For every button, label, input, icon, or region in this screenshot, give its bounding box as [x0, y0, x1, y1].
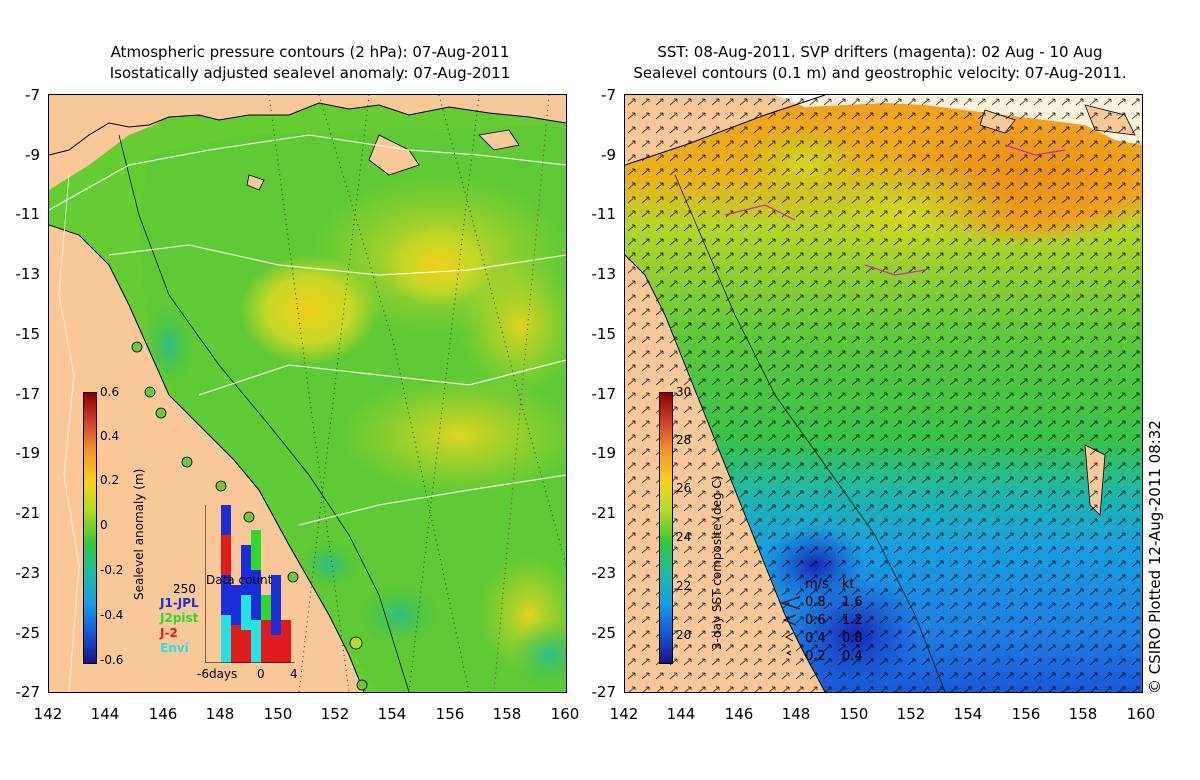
y-tick: -9	[601, 146, 616, 164]
y-tick: -13	[591, 265, 617, 283]
vector-key-kt-header: kt	[842, 577, 855, 592]
x-tick: 152	[320, 705, 350, 723]
mission-j2pist: J2pist	[160, 611, 199, 625]
sst-colorbar	[659, 392, 673, 664]
vector-key-ms: 0.2	[805, 649, 826, 664]
y-tick: -27	[15, 683, 41, 701]
right-title-line1: SST: 08-Aug-2011. SVP drifters (magenta)…	[657, 43, 1103, 61]
left-cbar-tick: 0.2	[100, 473, 120, 487]
y-tick: -25	[591, 624, 617, 642]
x-tick: 142	[33, 705, 63, 723]
x-tick: 150	[839, 705, 869, 723]
y-tick: -17	[15, 385, 41, 403]
x-tick: 146	[724, 705, 754, 723]
sst-map	[625, 95, 1142, 692]
right-cbar-tick: 26	[676, 481, 692, 495]
x-tick: 158	[492, 705, 522, 723]
data-count-title: Data count	[206, 573, 273, 587]
x-tick: 150	[263, 705, 293, 723]
vector-key-ms: 0.4	[805, 631, 826, 646]
y-tick: -23	[591, 564, 617, 582]
y-tick: -13	[15, 265, 41, 283]
australia-land	[49, 225, 364, 692]
y-tick: -21	[15, 504, 41, 522]
vector-key-ms: 0.6	[805, 613, 826, 628]
left-cbar-tick: 0.6	[100, 385, 120, 399]
mission-j-2: J-2	[160, 626, 178, 640]
y-tick: -7	[601, 86, 616, 104]
right-cbar-tick: 22	[676, 579, 692, 593]
x-tick: 156	[1011, 705, 1041, 723]
y-tick: -15	[15, 325, 41, 343]
left-map-panel	[48, 94, 567, 693]
y-tick: -17	[591, 385, 617, 403]
x-tick: 152	[896, 705, 926, 723]
right-cbar-label: 3-day SST composite (deg C)	[710, 475, 724, 650]
x-tick: 160	[1126, 705, 1156, 723]
left-cbar-tick: -0.4	[100, 608, 124, 622]
data-count-max: 250	[173, 582, 196, 596]
x-tick: 154	[377, 705, 407, 723]
right-cbar-tick: 30	[676, 385, 692, 399]
mission-j1-jpl: J1-JPL	[160, 596, 199, 610]
left-cbar-tick: 0	[100, 518, 108, 532]
hist-xlabel-start: -6days	[197, 667, 238, 681]
x-tick: 158	[1068, 705, 1098, 723]
hist-xlabel-end: 4	[290, 667, 298, 681]
x-tick: 160	[550, 705, 580, 723]
left-cbar-tick: 0.4	[100, 429, 120, 443]
y-tick: -19	[15, 444, 41, 462]
data-count-bars	[204, 505, 295, 664]
x-tick: 142	[609, 705, 639, 723]
x-tick: 148	[781, 705, 811, 723]
plot-credit: © CSIRO Plotted 12-Aug-2011 08:32	[1146, 420, 1164, 694]
left-title-line2: Isostatically adjusted sealevel anomaly:…	[109, 64, 511, 82]
mission-envi: Envi	[160, 641, 189, 655]
right-cbar-tick: 24	[676, 530, 692, 544]
vector-key-kt: 0.4	[842, 649, 863, 664]
left-cbar-tick: -0.6	[100, 653, 124, 667]
x-tick: 144	[666, 705, 696, 723]
vector-key-kt: 0.8	[842, 631, 863, 646]
x-tick: 154	[953, 705, 983, 723]
y-tick: -21	[591, 504, 617, 522]
right-title-line2: Sealevel contours (0.1 m) and geostrophi…	[633, 64, 1127, 82]
vector-key-arrows	[780, 596, 801, 656]
y-tick: -25	[15, 624, 41, 642]
x-tick: 144	[90, 705, 120, 723]
y-tick: -11	[15, 205, 41, 223]
left-cbar-label: Sealevel anomaly (m)	[132, 468, 146, 600]
vector-key-ms: 0.8	[805, 595, 826, 610]
new-guinea-land	[49, 95, 566, 155]
y-tick: -19	[591, 444, 617, 462]
y-tick: -27	[591, 683, 617, 701]
right-cbar-tick: 28	[676, 433, 692, 447]
x-tick: 146	[148, 705, 178, 723]
y-tick: -11	[591, 205, 617, 223]
left-title-line1: Atmospheric pressure contours (2 hPa): 0…	[110, 43, 510, 61]
left-cbar-tick: -0.2	[100, 563, 124, 577]
sealevel-anomaly-map	[49, 95, 566, 692]
x-tick: 156	[435, 705, 465, 723]
hist-xlabel-zero: 0	[257, 667, 265, 681]
right-map-panel	[624, 94, 1143, 693]
y-tick: -9	[25, 146, 40, 164]
y-tick: -23	[15, 564, 41, 582]
y-tick: -7	[25, 86, 40, 104]
x-tick: 148	[205, 705, 235, 723]
right-cbar-tick: 20	[676, 628, 692, 642]
y-tick: -15	[591, 325, 617, 343]
vector-key-ms-header: m/s	[805, 577, 829, 592]
data-count-histogram	[204, 505, 295, 664]
sealevel-colorbar	[83, 392, 97, 664]
vector-key-kt: 1.2	[842, 613, 863, 628]
vector-key-kt: 1.6	[842, 595, 863, 610]
